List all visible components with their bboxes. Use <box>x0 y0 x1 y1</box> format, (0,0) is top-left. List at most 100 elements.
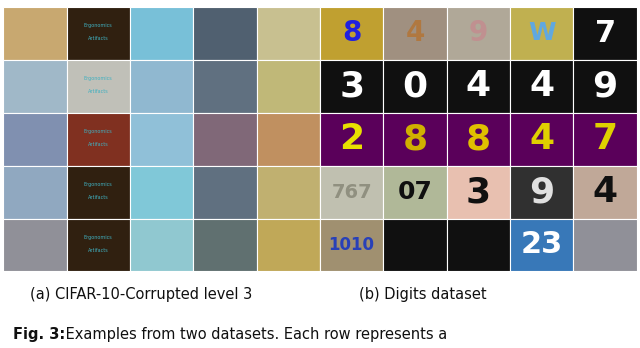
Bar <box>447 7 510 60</box>
Bar <box>383 219 447 271</box>
Bar <box>320 113 383 166</box>
Bar <box>320 7 383 60</box>
Bar <box>383 60 447 113</box>
Bar <box>573 113 637 166</box>
Bar <box>67 7 130 60</box>
Bar <box>510 60 573 113</box>
Bar <box>320 113 383 166</box>
Text: Artifacts: Artifacts <box>88 248 109 253</box>
Bar <box>257 60 320 113</box>
Text: Ergonomics: Ergonomics <box>84 235 113 239</box>
Bar <box>67 113 130 166</box>
Bar <box>3 7 67 60</box>
Text: Ergonomics: Ergonomics <box>84 76 113 81</box>
Bar <box>447 113 510 166</box>
Bar <box>447 166 510 219</box>
Bar <box>510 219 573 271</box>
Text: 8: 8 <box>342 19 362 47</box>
Text: 4: 4 <box>593 175 618 209</box>
Bar <box>383 7 447 60</box>
Text: (b) Digits dataset: (b) Digits dataset <box>358 287 486 302</box>
Bar <box>447 219 510 271</box>
Bar <box>320 219 383 271</box>
Bar <box>573 219 637 271</box>
Bar <box>510 7 573 60</box>
Text: 23: 23 <box>520 230 563 260</box>
Bar <box>383 219 447 271</box>
Bar <box>573 7 637 60</box>
Bar <box>573 219 637 271</box>
Bar <box>130 166 193 219</box>
Bar <box>257 166 320 219</box>
Bar <box>447 60 510 113</box>
Text: 4: 4 <box>466 69 491 103</box>
Bar <box>383 166 447 219</box>
Bar <box>510 166 573 219</box>
Bar <box>67 60 130 113</box>
Bar <box>510 113 573 166</box>
Bar <box>257 7 320 60</box>
Bar <box>193 7 257 60</box>
Text: W: W <box>528 22 556 45</box>
Text: 7: 7 <box>595 19 616 48</box>
Bar <box>320 166 383 219</box>
Bar <box>67 166 130 219</box>
Bar <box>573 7 637 60</box>
Text: 3: 3 <box>339 69 364 103</box>
Bar <box>573 166 637 219</box>
Bar <box>447 60 510 113</box>
Bar <box>510 219 573 271</box>
Text: 07: 07 <box>397 180 433 204</box>
Bar <box>67 219 130 271</box>
Text: Artifacts: Artifacts <box>88 89 109 94</box>
Text: 9: 9 <box>529 175 554 209</box>
Text: 9: 9 <box>468 19 488 47</box>
Text: Ergonomics: Ergonomics <box>84 23 113 28</box>
Bar <box>3 166 67 219</box>
Bar <box>320 60 383 113</box>
Text: 7: 7 <box>593 122 618 156</box>
Bar <box>257 219 320 271</box>
Text: Artifacts: Artifacts <box>88 142 109 147</box>
Bar <box>447 113 510 166</box>
Text: Ergonomics: Ergonomics <box>84 129 113 134</box>
Bar <box>320 219 383 271</box>
Bar <box>320 166 383 219</box>
Text: Ergonomics: Ergonomics <box>84 182 113 187</box>
Bar <box>447 7 510 60</box>
Bar <box>447 166 510 219</box>
Text: 8: 8 <box>466 122 491 156</box>
Text: 2: 2 <box>339 122 364 156</box>
Bar <box>193 166 257 219</box>
Bar <box>447 219 510 271</box>
Text: Artifacts: Artifacts <box>88 195 109 200</box>
Bar <box>383 113 447 166</box>
Bar <box>257 113 320 166</box>
Bar <box>193 219 257 271</box>
Text: 4: 4 <box>529 69 554 103</box>
Text: (a) CIFAR-10-Corrupted level 3: (a) CIFAR-10-Corrupted level 3 <box>29 287 252 302</box>
Bar <box>573 166 637 219</box>
Bar <box>193 60 257 113</box>
Bar <box>320 60 383 113</box>
Bar <box>130 60 193 113</box>
Text: 767: 767 <box>332 183 372 201</box>
Bar <box>510 166 573 219</box>
Text: Fig. 3:: Fig. 3: <box>13 327 65 342</box>
Bar <box>510 60 573 113</box>
Bar <box>130 7 193 60</box>
Bar <box>130 219 193 271</box>
Bar <box>573 60 637 113</box>
Text: 3: 3 <box>466 175 491 209</box>
Text: 4: 4 <box>529 122 554 156</box>
Bar <box>3 219 67 271</box>
Text: Examples from two datasets. Each row represents a: Examples from two datasets. Each row rep… <box>61 327 447 342</box>
Bar <box>130 113 193 166</box>
Bar <box>383 166 447 219</box>
Text: 4: 4 <box>405 19 425 47</box>
Bar <box>510 113 573 166</box>
Text: 9: 9 <box>593 69 618 103</box>
Bar <box>320 7 383 60</box>
Bar <box>3 113 67 166</box>
Text: Artifacts: Artifacts <box>88 36 109 41</box>
